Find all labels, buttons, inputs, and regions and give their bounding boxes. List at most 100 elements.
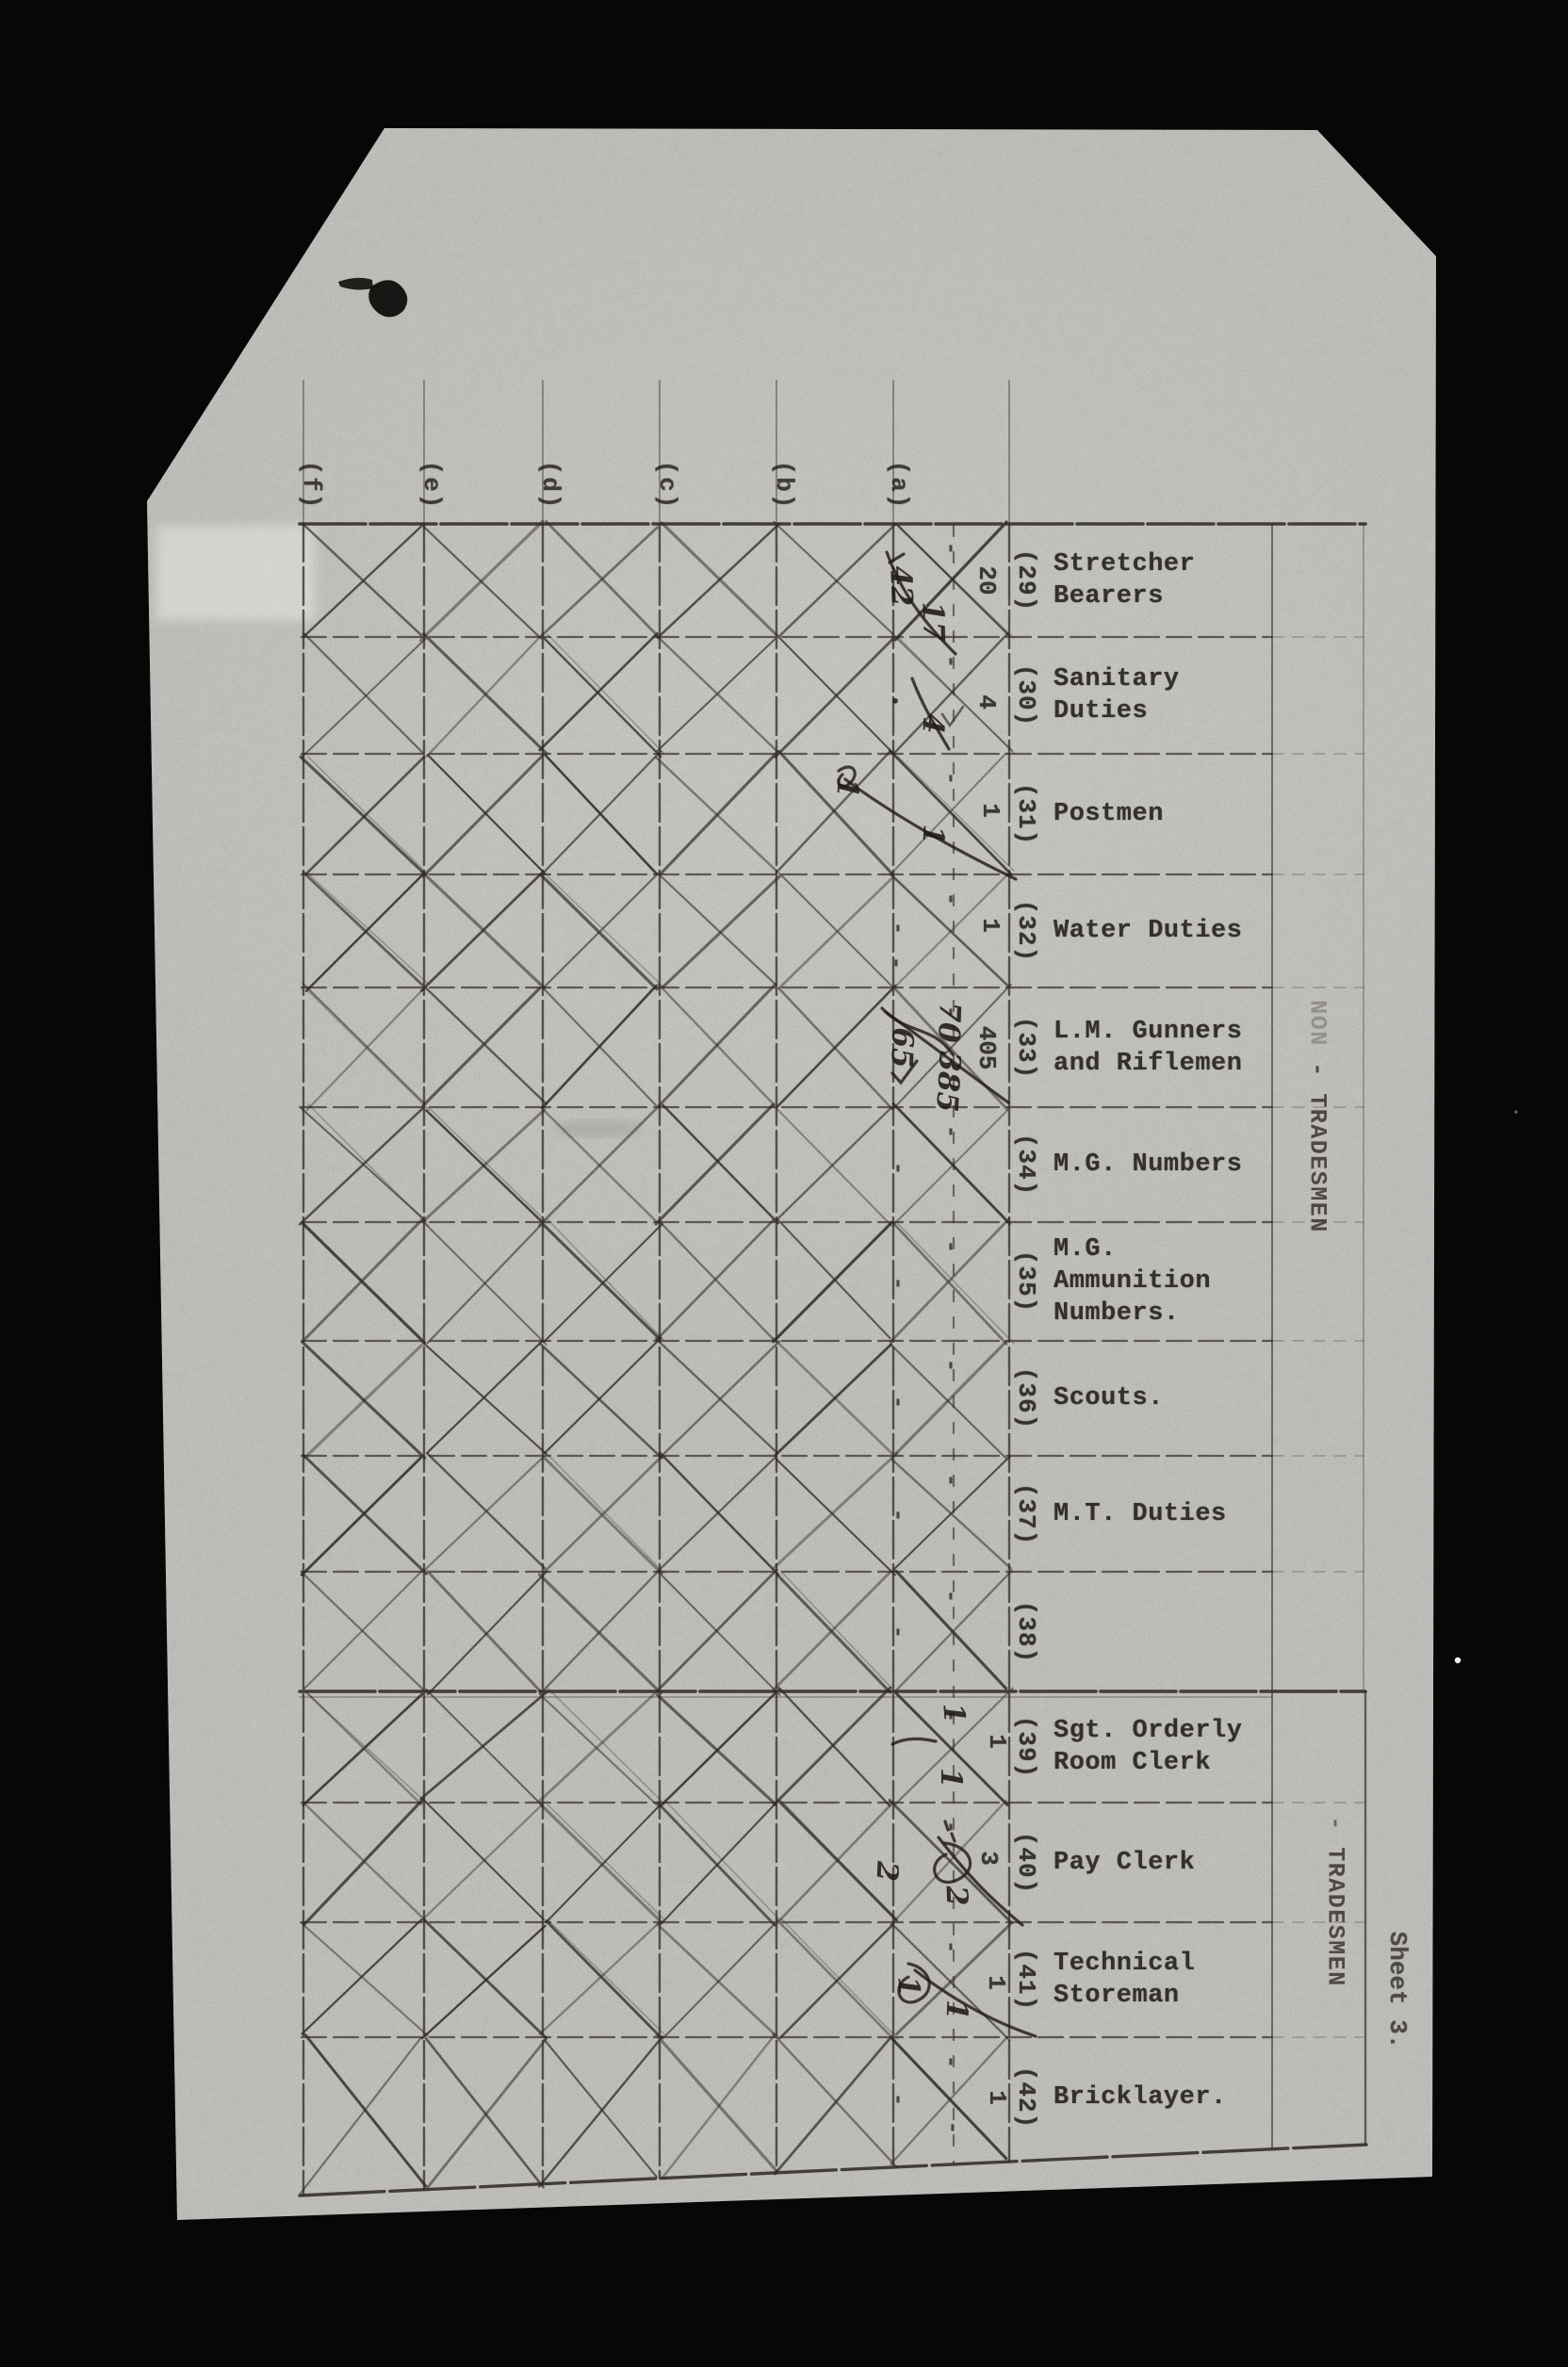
cell-cross-stroke-double [547, 1453, 665, 1575]
cell-cross-stroke [776, 1799, 898, 1922]
cell-cross-stroke [778, 872, 893, 987]
cell-cross-stroke [541, 1222, 662, 1341]
typed-nil-dash: - [937, 771, 963, 786]
pen-stroke [933, 1841, 972, 1884]
cell-cross-stroke [420, 1804, 543, 1922]
column-header: (b) [770, 460, 798, 511]
typed-value: 4 [972, 694, 1001, 710]
cell-cross-stroke [889, 873, 1009, 988]
cell-cross-stroke [419, 1690, 547, 1801]
cell-cross-stroke [426, 1452, 547, 1570]
cell-cross-stroke-double [780, 1800, 899, 1923]
cell-cross-stroke [777, 1687, 891, 1807]
cell-cross-stroke [537, 1690, 659, 1804]
cell-cross-stroke [301, 1918, 423, 2035]
cell-cross-stroke-double [663, 1799, 782, 1922]
cell-cross-stroke [893, 1109, 1009, 1225]
cell-cross-stroke [426, 754, 547, 875]
cell-cross-stroke [305, 988, 425, 1112]
pencil-smudge [553, 1120, 644, 1137]
column-header: (a) [885, 460, 913, 511]
cell-cross-stroke [539, 1803, 664, 1925]
cell-cross-stroke [421, 1108, 547, 1223]
cell-cross-stroke [544, 1454, 664, 1573]
cell-cross-stroke [774, 1343, 893, 1457]
typed-nil-dash: - [937, 541, 963, 556]
cell-cross-stroke [661, 874, 781, 989]
row-number: (41) [1012, 1948, 1040, 2012]
cell-cross-stroke [662, 1923, 776, 2040]
handwritten-number: 1 [933, 1768, 969, 1788]
cell-cross-stroke [541, 984, 658, 1109]
cell-cross-stroke [654, 1102, 776, 1226]
typed-nil-dash: - [937, 1239, 963, 1254]
handwritten-number: 1 [890, 1975, 926, 1998]
cell-cross-stroke [660, 521, 777, 636]
handwritten-number: 1 [936, 1702, 972, 1724]
typed-value: 1 [983, 1734, 1011, 1749]
handwritten-number: 42 [883, 564, 919, 608]
ink-blot-body [368, 280, 408, 318]
cell-cross-stroke [538, 1920, 661, 2035]
row-label: Bricklayer. [1054, 2083, 1227, 2112]
cell-cross-stroke [656, 638, 776, 753]
cell-cross-stroke [304, 756, 425, 875]
handwritten-number: 65 [884, 1026, 920, 1069]
pen-stroke [950, 1832, 956, 1843]
cell-cross-stroke [890, 752, 1007, 875]
cell-cross-stroke [890, 2037, 1008, 2161]
cell-cross-stroke [777, 749, 894, 875]
typed-nil-dash: - [937, 2054, 963, 2069]
row-number: (30) [1012, 663, 1040, 727]
row-number: (37) [1012, 1482, 1040, 1545]
cell-cross-stroke [302, 1802, 429, 1923]
section-header-text: TRADESMEN [1321, 1847, 1349, 1987]
pen-stroke [885, 550, 957, 656]
pen-stroke [897, 1962, 931, 2004]
typed-nil-dash: - [884, 1161, 910, 1176]
row-label: L.M. Gunners and Riflemen [1054, 1017, 1243, 1078]
cell-cross-stroke-double [428, 1106, 548, 1224]
cell-cross-stroke-double [307, 990, 430, 1111]
cell-cross-stroke [302, 523, 423, 637]
cell-cross-stroke [302, 1569, 424, 1690]
typed-nil-dash: - [937, 1820, 963, 1835]
row-number: (32) [1012, 899, 1040, 963]
cell-cross-stroke [894, 1922, 1012, 2036]
cell-cross-stroke [893, 873, 1008, 988]
cell-cross-stroke [542, 872, 660, 989]
cell-cross-stroke [657, 1571, 781, 1696]
cell-cross-stroke [776, 1573, 892, 1694]
cell-cross-stroke [891, 1455, 1011, 1572]
cell-cross-stroke [301, 1340, 427, 1460]
cell-cross-stroke [301, 637, 427, 759]
handwritten-number: 385 [929, 1050, 967, 1114]
cell-cross-stroke-double [547, 875, 665, 989]
cell-cross-stroke [659, 1688, 781, 1808]
pen-checkmark [940, 705, 965, 728]
row-label: M.G. Numbers [1054, 1151, 1243, 1179]
cell-cross-stroke [545, 1804, 661, 1923]
typed-nil-dash: - [884, 1624, 910, 1640]
ink-blot-tail [338, 277, 373, 290]
cell-cross-stroke [659, 873, 777, 986]
typed-value: 405 [972, 1025, 1001, 1069]
cell-cross-stroke [894, 1691, 1009, 1806]
cell-cross-stroke [300, 1921, 429, 2037]
cell-cross-stroke [538, 631, 659, 752]
cell-cross-stroke-double [897, 1222, 1015, 1345]
cell-cross-stroke [418, 519, 545, 643]
table-bottom-border [298, 2143, 1368, 2197]
cell-cross-stroke-double [307, 2037, 430, 2192]
cell-cross-stroke [894, 1569, 1013, 1692]
cell-cross-stroke [425, 1109, 543, 1222]
cell-cross-stroke [892, 631, 1009, 755]
cell-cross-stroke [777, 876, 894, 990]
cell-cross-stroke [299, 2037, 422, 2195]
cell-cross-stroke [775, 1458, 896, 1576]
typed-value: 20 [972, 565, 1001, 596]
cell-cross-stroke [889, 1217, 1011, 1344]
cell-cross-stroke [656, 1922, 779, 2039]
cell-cross-stroke [302, 871, 425, 988]
cell-cross-stroke [302, 1692, 424, 1806]
